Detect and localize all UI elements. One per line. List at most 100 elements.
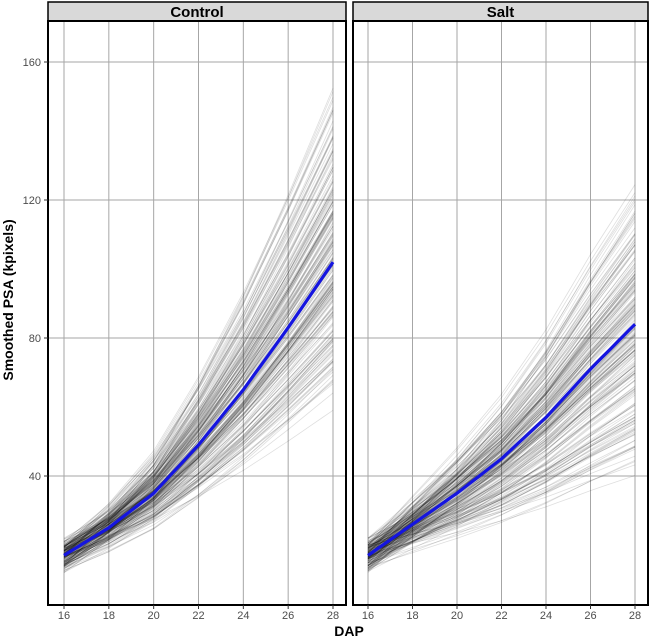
individual-curve (63, 200, 334, 552)
individual-curve (63, 166, 334, 570)
x-tick-label: 16 (362, 610, 374, 622)
individual-curve (63, 342, 334, 566)
individual-curve (63, 362, 334, 559)
individual-curve (367, 327, 636, 566)
individual-curve (63, 324, 334, 554)
individual-curve (367, 262, 636, 558)
x-tick-label: 22 (192, 610, 204, 622)
individual-curve (367, 416, 636, 546)
individual-curve (367, 292, 636, 566)
individual-curve (367, 349, 636, 549)
individual-curve (367, 358, 636, 557)
individual-curve (63, 339, 334, 568)
individual-curve (63, 148, 334, 558)
individual-curve (367, 265, 636, 545)
individual-curve (63, 112, 334, 551)
individual-curve (367, 434, 636, 546)
panel-border (47, 20, 347, 606)
individual-curve (63, 194, 334, 548)
individual-curve (367, 349, 636, 564)
individual-curve (367, 298, 636, 542)
individual-curve (63, 314, 334, 569)
panel-background (353, 21, 648, 605)
individual-curve (367, 343, 636, 559)
individual-curve (367, 215, 636, 553)
individual-curve (367, 259, 636, 573)
individual-curve (63, 383, 334, 546)
individual-curve (367, 198, 636, 550)
individual-curve (63, 189, 334, 543)
individual-curve (63, 286, 334, 561)
individual-curve (367, 429, 636, 559)
individual-curve (367, 391, 636, 566)
individual-curve (367, 334, 636, 544)
individual-curve (367, 283, 636, 559)
individual-curve (63, 392, 334, 558)
individual-curve (367, 475, 636, 554)
individual-curve (367, 296, 636, 557)
individual-curve (63, 226, 334, 556)
individual-curve (63, 306, 334, 564)
individual-curve (63, 360, 334, 542)
facet-label: Salt (487, 4, 515, 21)
individual-curve (63, 201, 334, 551)
individual-curve (63, 280, 334, 560)
individual-curve (63, 232, 334, 550)
individual-curve (367, 335, 636, 569)
individual-curve (367, 238, 636, 563)
individual-curve (367, 404, 636, 555)
individual-curve (367, 244, 636, 559)
individual-curve (367, 455, 636, 547)
individual-curve (63, 189, 334, 548)
individual-curve (63, 258, 334, 548)
y-tick-label: 120 (23, 195, 41, 207)
individual-curve (367, 282, 636, 556)
individual-curve (63, 366, 334, 558)
individual-curve (367, 241, 636, 566)
individual-curve (367, 350, 636, 544)
individual-curve (367, 277, 636, 552)
individual-curve (63, 201, 334, 558)
individual-curve (367, 234, 636, 560)
individual-curve (63, 299, 334, 567)
individual-curve (367, 257, 636, 555)
individual-curve (63, 330, 334, 562)
gridlines (353, 21, 648, 605)
individual-curve (63, 266, 334, 559)
x-tick-label: 28 (327, 610, 339, 622)
individual-curve (63, 167, 334, 562)
individual-curve (367, 379, 636, 555)
individual-curve (367, 289, 636, 548)
individual-curve (63, 258, 334, 544)
individual-curve (63, 204, 334, 555)
individual-curve (63, 367, 334, 558)
individual-curve (367, 404, 636, 564)
individual-curve (367, 282, 636, 558)
individual-curve (367, 250, 636, 539)
individual-curve (367, 365, 636, 555)
individual-curve (63, 344, 334, 558)
individual-curve (63, 371, 334, 554)
individual-curve (63, 284, 334, 547)
individual-curve (63, 180, 334, 550)
individual-curve (367, 439, 636, 557)
individual-curve (63, 286, 334, 546)
individual-curve (63, 278, 334, 565)
individual-curve (63, 210, 334, 557)
individual-curve (367, 280, 636, 572)
individual-curve (63, 314, 334, 555)
individual-curve (63, 286, 334, 551)
individual-curve (367, 335, 636, 557)
x-tick-label: 20 (148, 610, 160, 622)
individual-curve (63, 361, 334, 563)
individual-curve (63, 313, 334, 546)
individual-curve (63, 221, 334, 573)
individual-curve (63, 288, 334, 567)
individual-curve (63, 249, 334, 548)
individual-curve (63, 349, 334, 569)
individual-curve (63, 380, 334, 569)
individual-curve (63, 235, 334, 548)
individual-curve (367, 184, 636, 545)
individual-curve (367, 440, 636, 569)
individual-curve (63, 337, 334, 553)
